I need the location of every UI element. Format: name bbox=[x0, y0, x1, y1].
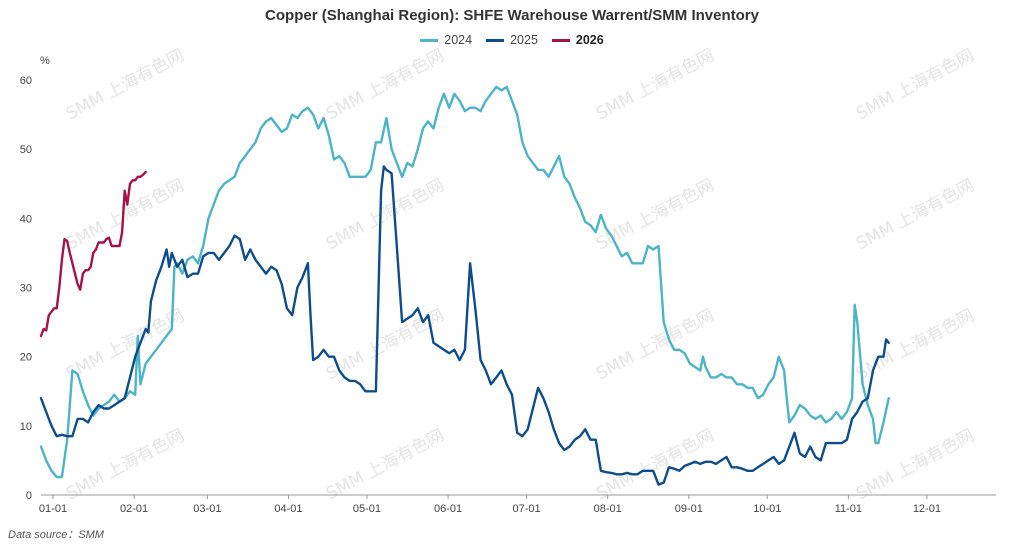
legend-item-2026[interactable]: 2026 bbox=[551, 33, 604, 47]
x-tick-label: 04-01 bbox=[274, 503, 302, 515]
x-tick-label: 10-01 bbox=[753, 503, 781, 515]
data-source-note: Data source：SMM bbox=[8, 529, 104, 541]
y-tick-label: 20 bbox=[20, 352, 32, 364]
series-line-2025[interactable] bbox=[39, 165, 890, 486]
watermark-text: SMM 上海有色网 bbox=[63, 175, 188, 254]
y-tick-label: 0 bbox=[26, 490, 32, 502]
watermark-text: SMM 上海有色网 bbox=[323, 425, 448, 504]
watermark-text: SMM 上海有色网 bbox=[593, 305, 718, 384]
y-tick-label: 10 bbox=[20, 421, 32, 433]
y-axis: 0 10 20 30 40 50 60 bbox=[20, 75, 32, 502]
x-tick-label: 08-01 bbox=[594, 503, 622, 515]
x-tick-label: 05-01 bbox=[353, 503, 381, 515]
watermark-text: SMM 上海有色网 bbox=[853, 175, 978, 254]
x-tick-label: 11-01 bbox=[835, 503, 862, 515]
series-layer bbox=[39, 85, 890, 486]
watermark-text: SMM 上海有色网 bbox=[853, 425, 978, 504]
legend-label-2024: 2024 bbox=[444, 33, 473, 47]
x-tick-label: 02-01 bbox=[120, 503, 148, 515]
series-line-2024[interactable] bbox=[39, 85, 890, 479]
legend-swatch-2025 bbox=[486, 38, 505, 42]
chart-legend: 2024 2025 2026 bbox=[0, 33, 1024, 47]
legend-swatch-2024 bbox=[420, 38, 439, 42]
watermark-text: SMM 上海有色网 bbox=[593, 425, 718, 504]
y-axis-unit: % bbox=[40, 55, 50, 67]
watermark-text: SMM 上海有色网 bbox=[63, 45, 188, 124]
y-tick-label: 60 bbox=[20, 75, 32, 87]
x-tick-label: 01-01 bbox=[39, 503, 67, 515]
legend-label-2026: 2026 bbox=[575, 33, 604, 47]
x-tick-label: 12-01 bbox=[913, 503, 941, 515]
watermark-text: SMM 上海有色网 bbox=[593, 45, 718, 124]
y-tick-label: 50 bbox=[20, 144, 32, 156]
series-line-2026[interactable] bbox=[39, 170, 147, 338]
watermark-text: SMM 上海有色网 bbox=[63, 425, 188, 504]
chart-title: Copper (Shanghai Region): SHFE Warehouse… bbox=[265, 7, 759, 24]
legend-item-2024[interactable]: 2024 bbox=[420, 33, 472, 47]
legend-swatch-2026 bbox=[551, 38, 570, 42]
watermark-text: SMM 上海有色网 bbox=[853, 45, 978, 124]
x-tick-label: 03-01 bbox=[193, 503, 221, 515]
legend-item-2025[interactable]: 2025 bbox=[486, 33, 538, 47]
x-tick-label: 06-01 bbox=[434, 503, 462, 515]
x-tick-label: 09-01 bbox=[675, 503, 703, 515]
watermark-text: SMM 上海有色网 bbox=[323, 175, 448, 254]
x-tick-label: 07-01 bbox=[513, 503, 541, 515]
watermark-text: SMM 上海有色网 bbox=[323, 45, 448, 124]
y-tick-label: 40 bbox=[20, 213, 32, 225]
x-axis: 01-01 02-01 03-01 04-01 05-01 06-01 07-01 08-01… bbox=[39, 495, 941, 515]
watermark-text: SMM 上海有色网 bbox=[63, 305, 188, 384]
y-tick-label: 30 bbox=[20, 283, 32, 295]
watermark-text: SMM 上海有色网 bbox=[593, 175, 718, 254]
legend-label-2025: 2025 bbox=[510, 33, 538, 47]
